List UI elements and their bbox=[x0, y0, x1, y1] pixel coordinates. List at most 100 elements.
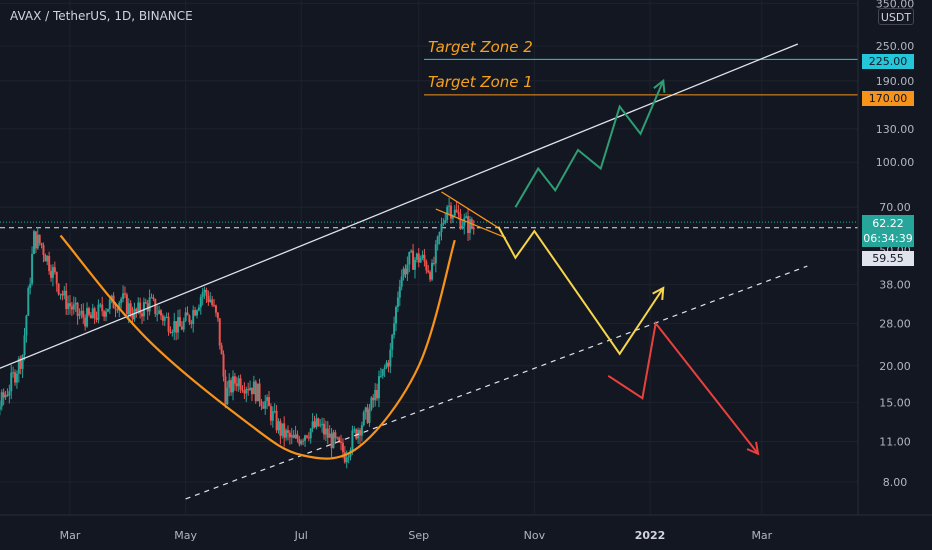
candle-body bbox=[468, 219, 471, 233]
candle-body bbox=[158, 310, 161, 314]
candle-body bbox=[106, 308, 109, 312]
rising-support-line bbox=[185, 265, 808, 500]
candle-body bbox=[275, 410, 278, 431]
candle-body bbox=[141, 313, 144, 317]
candle-body bbox=[139, 302, 142, 314]
price-tick-label: 130.00 bbox=[876, 123, 915, 136]
price-tick-label: 15.00 bbox=[879, 396, 911, 409]
candle-body bbox=[188, 315, 191, 323]
candle-body bbox=[463, 217, 466, 226]
price-tick-label: 190.00 bbox=[876, 75, 915, 88]
candle-body bbox=[10, 372, 13, 392]
candle-body bbox=[76, 302, 79, 316]
time-tick-label: Mar bbox=[60, 529, 81, 542]
candle-body bbox=[268, 397, 271, 407]
candle-body bbox=[457, 211, 460, 215]
candle-body bbox=[101, 304, 104, 312]
candle-body bbox=[341, 442, 344, 453]
candle-body bbox=[137, 302, 140, 312]
candle-body bbox=[6, 394, 9, 396]
candle-body bbox=[97, 304, 100, 320]
price-tick-label: 250.00 bbox=[876, 40, 915, 53]
candle-body bbox=[298, 439, 301, 445]
candle-body bbox=[383, 367, 386, 370]
candle-body bbox=[311, 421, 314, 429]
candle-body bbox=[304, 435, 307, 441]
candle-body bbox=[178, 317, 181, 327]
candle-body bbox=[197, 307, 200, 311]
candle-body bbox=[233, 376, 236, 384]
candle-body bbox=[372, 397, 375, 401]
candle-body bbox=[190, 322, 193, 324]
candle-body bbox=[51, 267, 54, 278]
candle-body bbox=[239, 378, 242, 390]
candle-body bbox=[40, 243, 43, 246]
candle-body bbox=[4, 394, 7, 398]
candle-body bbox=[360, 425, 363, 436]
candle-body bbox=[123, 293, 126, 295]
candle-body bbox=[412, 250, 415, 270]
candle-body bbox=[91, 308, 94, 319]
candle-body bbox=[42, 245, 45, 255]
candle-body bbox=[169, 331, 172, 333]
candle-body bbox=[345, 457, 348, 463]
candle-body bbox=[300, 440, 303, 445]
candle-body bbox=[29, 283, 32, 289]
candle-body bbox=[379, 375, 382, 377]
candle-body bbox=[334, 432, 337, 439]
candle-body bbox=[247, 389, 250, 391]
candle-body bbox=[415, 253, 418, 260]
candle-body bbox=[328, 433, 331, 438]
candle-body bbox=[438, 232, 441, 237]
target-2-price-tag: 225.00 bbox=[862, 54, 914, 69]
candle-body bbox=[417, 253, 420, 263]
candle-body bbox=[359, 429, 361, 436]
candle-body bbox=[279, 421, 282, 436]
candle-body bbox=[25, 315, 28, 336]
price-tick-label: 28.00 bbox=[879, 317, 911, 330]
candle-body bbox=[2, 392, 5, 398]
candle-body bbox=[398, 286, 401, 298]
time-tick-label: Sep bbox=[408, 529, 429, 542]
candle-body bbox=[453, 209, 456, 216]
candle-body bbox=[455, 209, 458, 212]
price-axis[interactable]: 350.00250.00190.00130.00100.0070.0050.00… bbox=[857, 0, 915, 515]
candle-body bbox=[317, 418, 320, 426]
candle-body bbox=[451, 215, 454, 219]
candle-body bbox=[99, 304, 102, 306]
candle-body bbox=[413, 259, 416, 270]
candle-body bbox=[15, 373, 18, 383]
candle-body bbox=[448, 205, 451, 207]
price-tick-label: 11.00 bbox=[879, 436, 911, 449]
candle-body bbox=[343, 452, 346, 463]
candle-body bbox=[230, 380, 233, 393]
candle-body bbox=[224, 376, 227, 405]
candle-body bbox=[404, 268, 407, 275]
symbol-title[interactable]: AVAX / TetherUS, 1D, BINANCE bbox=[10, 9, 193, 23]
currency-badge[interactable]: USDT bbox=[878, 8, 914, 25]
candle-body bbox=[406, 264, 409, 275]
candle-body bbox=[387, 362, 390, 367]
candle-body bbox=[184, 312, 187, 321]
candle-body bbox=[27, 288, 30, 316]
candle-body bbox=[61, 293, 64, 296]
candle-body bbox=[472, 227, 475, 230]
candle-body bbox=[245, 389, 248, 394]
time-axis[interactable]: Mar May Jul Sep Nov 2022 Mar bbox=[0, 514, 932, 542]
candle-body bbox=[285, 430, 288, 438]
candle-body bbox=[258, 383, 261, 402]
candle-body bbox=[347, 456, 350, 458]
scenario-bull-arrowhead bbox=[653, 78, 666, 93]
candle-body bbox=[421, 254, 424, 258]
candle-body bbox=[17, 358, 20, 374]
candle-body bbox=[108, 299, 111, 309]
candle-body bbox=[410, 250, 413, 252]
candle-body bbox=[165, 316, 168, 318]
candle-body bbox=[353, 429, 356, 431]
candle-body bbox=[195, 310, 198, 316]
level-price-tag: 59.55 bbox=[862, 251, 914, 266]
candle-body bbox=[192, 310, 195, 324]
candle-body bbox=[48, 255, 51, 272]
candle-body bbox=[12, 372, 15, 374]
